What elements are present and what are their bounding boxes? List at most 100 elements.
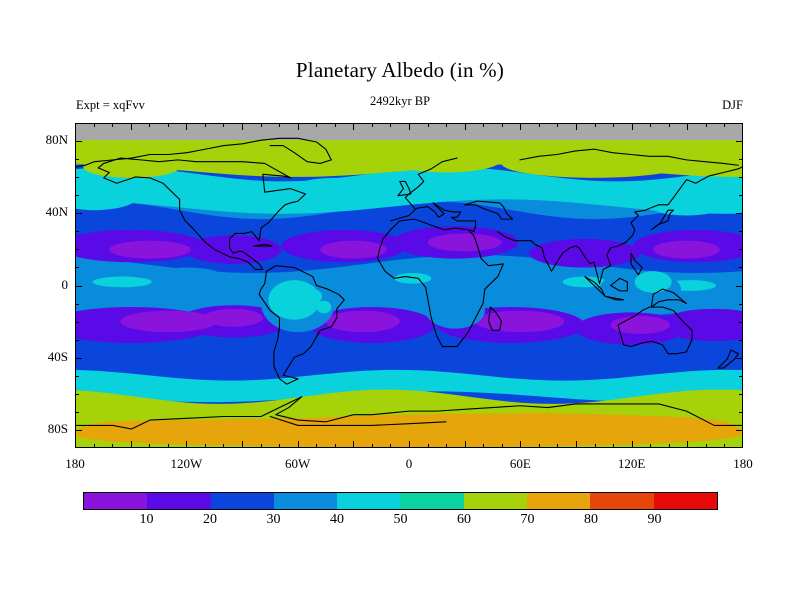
- colorbar-band: [590, 493, 654, 509]
- axis-tick: [316, 123, 318, 127]
- axis-tick: [501, 123, 503, 127]
- axis-tick: [668, 444, 670, 448]
- axis-tick: [75, 213, 82, 215]
- x-axis-tick-label: 60E: [509, 456, 531, 471]
- axis-tick: [297, 123, 299, 130]
- colorbar-band: [527, 493, 591, 509]
- axis-tick: [557, 123, 559, 127]
- y-axis-tick-label: 80S: [47, 420, 68, 436]
- y-axis-tick-label: 80N: [45, 132, 68, 148]
- x-axis-tick-label: 60W: [285, 456, 311, 471]
- season-label: DJF: [722, 98, 743, 112]
- y-axis-tick-label: 40S: [47, 348, 68, 364]
- axis-tick: [739, 177, 743, 179]
- x-axis-tick-label: 0: [405, 456, 413, 471]
- axis-tick: [390, 444, 392, 448]
- arctic-snow-lobe-3: [390, 147, 502, 173]
- north-storm-cell-2: [645, 190, 728, 216]
- albedo-map: [75, 123, 743, 448]
- y-axis-labels: 80N 40N 0 40S 80S: [12, 123, 68, 448]
- axis-tick: [501, 444, 503, 448]
- axis-tick: [223, 123, 225, 127]
- axis-tick: [242, 441, 243, 448]
- axis-tick: [75, 393, 79, 395]
- albedo-minimum-core-5: [325, 310, 400, 333]
- colorbar-band: [463, 493, 528, 509]
- x-axis-tick-label: 180: [733, 456, 753, 471]
- axis-tick: [75, 303, 79, 305]
- axis-tick: [75, 141, 82, 143]
- axis-tick: [149, 123, 151, 127]
- amazon-core-a: [303, 289, 323, 304]
- arctic-snow-lobe-1: [501, 149, 687, 178]
- albedo-minimum-core-2: [427, 233, 502, 252]
- axis-tick: [668, 123, 670, 127]
- axis-tick: [75, 177, 79, 179]
- axis-tick: [650, 444, 652, 448]
- albedo-minimum-core-3: [653, 240, 720, 259]
- coastline-new-guinea: [650, 288, 688, 308]
- axis-tick: [736, 141, 743, 143]
- axis-tick: [483, 444, 485, 448]
- axis-tick: [279, 123, 281, 127]
- north-storm-track: [76, 167, 742, 214]
- axis-tick: [705, 123, 707, 127]
- itcz-bright-core-0: [92, 276, 152, 288]
- south-america-cloud-core: [268, 280, 321, 320]
- axis-tick: [409, 441, 410, 448]
- axis-tick: [594, 444, 596, 448]
- axis-tick: [631, 441, 633, 448]
- coastline-south-america: [258, 265, 345, 385]
- x-axis-tick-label: 180: [65, 456, 85, 471]
- arctic-snow-lobe-0: [301, 138, 361, 175]
- axis-tick: [576, 123, 577, 130]
- axis-tick: [736, 429, 743, 431]
- itcz-bright-core-2: [394, 272, 432, 284]
- axis-tick: [112, 444, 114, 448]
- axis-tick: [93, 123, 95, 127]
- albedo-minimum-core-8: [203, 308, 263, 327]
- axis-tick: [75, 267, 79, 269]
- axis-tick: [739, 411, 743, 413]
- figure-subtitle: 2492kyr BP: [369, 94, 431, 108]
- axis-tick: [739, 375, 743, 377]
- amazon-core-b: [316, 300, 332, 314]
- coastline-scandinavia: [404, 157, 458, 209]
- axis-tick: [353, 441, 355, 448]
- coastline-sumatra-java: [584, 276, 625, 301]
- coastline-siberia-arctic: [519, 148, 739, 166]
- axis-tick: [705, 444, 707, 448]
- north-storm-cell-0: [286, 177, 384, 207]
- coastline-asia-south-east: [497, 196, 675, 285]
- axis-tick: [75, 357, 82, 359]
- colorbar-tick-label: 10: [139, 512, 154, 527]
- colorbar-band: [400, 493, 464, 509]
- coastline-british-isles: [397, 180, 412, 197]
- albedo-minimum-core-1: [320, 240, 387, 259]
- axis-tick: [334, 123, 336, 127]
- experiment-label: Expt = xqFvv: [76, 98, 145, 112]
- colorbar-tick-label: 80: [584, 512, 598, 527]
- axis-tick: [464, 441, 466, 448]
- maritime-continent-core: [634, 271, 672, 293]
- axis-tick: [75, 411, 79, 413]
- axis-tick: [316, 444, 318, 448]
- axis-tick: [260, 444, 262, 448]
- axis-tick: [739, 195, 743, 197]
- coastline-new-zealand: [717, 349, 739, 369]
- axis-tick: [557, 444, 559, 448]
- axis-tick: [631, 123, 633, 130]
- axis-tick: [613, 123, 615, 127]
- colorbar-band: [210, 493, 274, 509]
- coastline-ice-shelf: [269, 415, 447, 426]
- axis-tick: [650, 123, 652, 127]
- colorbar-tick-label: 30: [266, 512, 281, 527]
- axis-tick: [167, 123, 169, 127]
- axis-tick: [75, 159, 79, 161]
- colorbar-tick-label: 50: [393, 512, 408, 527]
- coastline-madagascar: [488, 306, 503, 331]
- coastline-borneo: [610, 277, 628, 292]
- x-axis-labels: 180 120W 60W 0 60E 120E 180: [65, 456, 753, 476]
- axis-tick: [576, 441, 577, 448]
